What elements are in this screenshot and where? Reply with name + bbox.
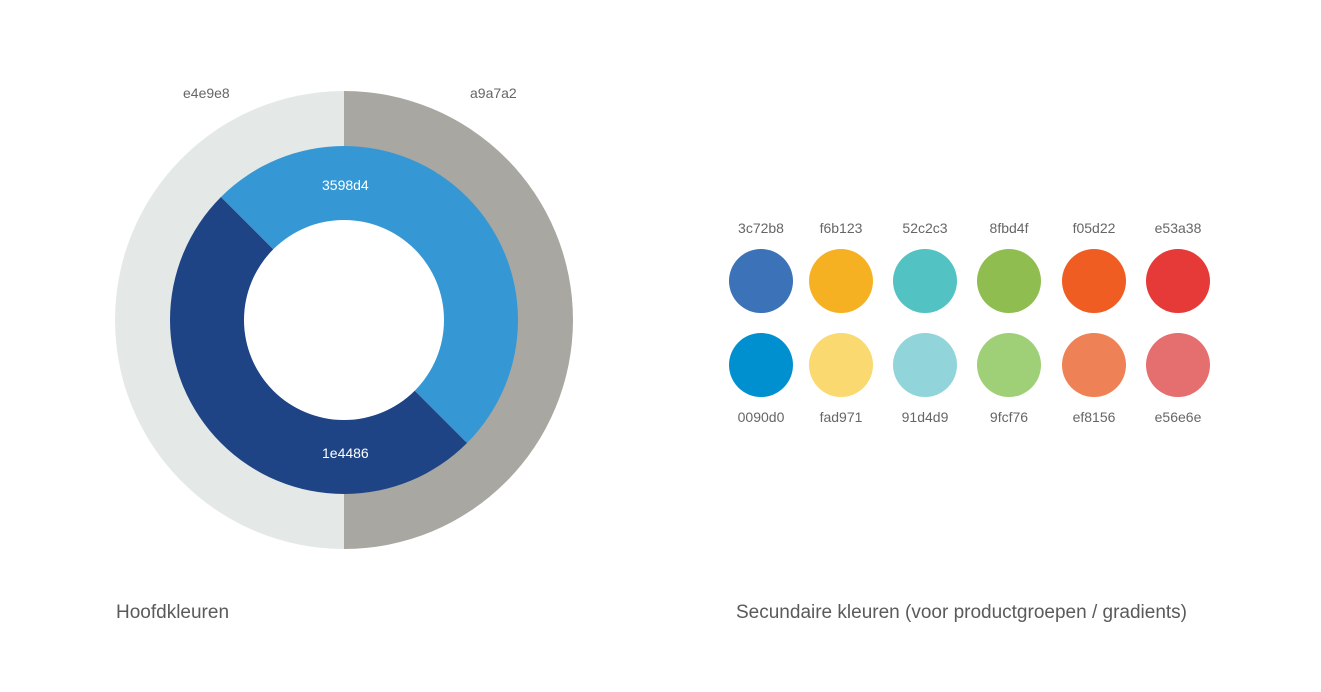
top-row-color-swatch — [809, 249, 873, 313]
bottom-row-color-swatch — [893, 333, 957, 397]
inner-ring-dark-blue-segment — [170, 196, 468, 494]
top-row-swatch-label: 8fbd4f — [989, 220, 1029, 236]
top-row-swatch-label: f05d22 — [1072, 220, 1116, 236]
outer-ring-right-label: a9a7a2 — [470, 85, 517, 101]
bottom-row-swatch-label: e56e6e — [1154, 409, 1202, 425]
top-row-swatch-label: 3c72b8 — [738, 220, 784, 236]
bottom-row-color-swatch — [977, 333, 1041, 397]
top-row-color-swatch — [977, 249, 1041, 313]
outer-ring-right-segment — [344, 91, 573, 549]
primary-colors-donut — [115, 91, 573, 549]
outer-ring-left-label: e4e9e8 — [183, 85, 230, 101]
inner-ring-dark-blue-label: 1e4486 — [322, 445, 369, 461]
top-row-swatch-label: e53a38 — [1154, 220, 1202, 236]
primary-colors-caption: Hoofdkleuren — [116, 602, 230, 623]
bottom-row-color-swatch — [809, 333, 873, 397]
top-row-swatch-label: 52c2c3 — [902, 220, 948, 236]
top-row-color-swatch — [729, 249, 793, 313]
bottom-row-swatch-label: 0090d0 — [737, 409, 785, 425]
outer-ring-left-segment — [115, 91, 344, 549]
bottom-row-color-swatch — [1146, 333, 1210, 397]
top-row-color-swatch — [893, 249, 957, 313]
donut-center-hole — [244, 220, 444, 420]
bottom-row-swatch-label: 9fcf76 — [989, 409, 1029, 425]
top-row-swatch-label: f6b123 — [819, 220, 863, 236]
bottom-row-swatch-label: fad971 — [819, 409, 863, 425]
bottom-row-color-swatch — [1062, 333, 1126, 397]
inner-ring-light-blue-segment — [220, 146, 518, 444]
top-row-color-swatch — [1146, 249, 1210, 313]
bottom-row-swatch-label: 91d4d9 — [901, 409, 949, 425]
bottom-row-color-swatch — [729, 333, 793, 397]
top-row-color-swatch — [1062, 249, 1126, 313]
inner-ring-light-blue-label: 3598d4 — [322, 177, 369, 193]
bottom-row-swatch-label: ef8156 — [1072, 409, 1116, 425]
secondary-colors-caption: Secundaire kleuren (voor productgroepen … — [736, 602, 1187, 623]
